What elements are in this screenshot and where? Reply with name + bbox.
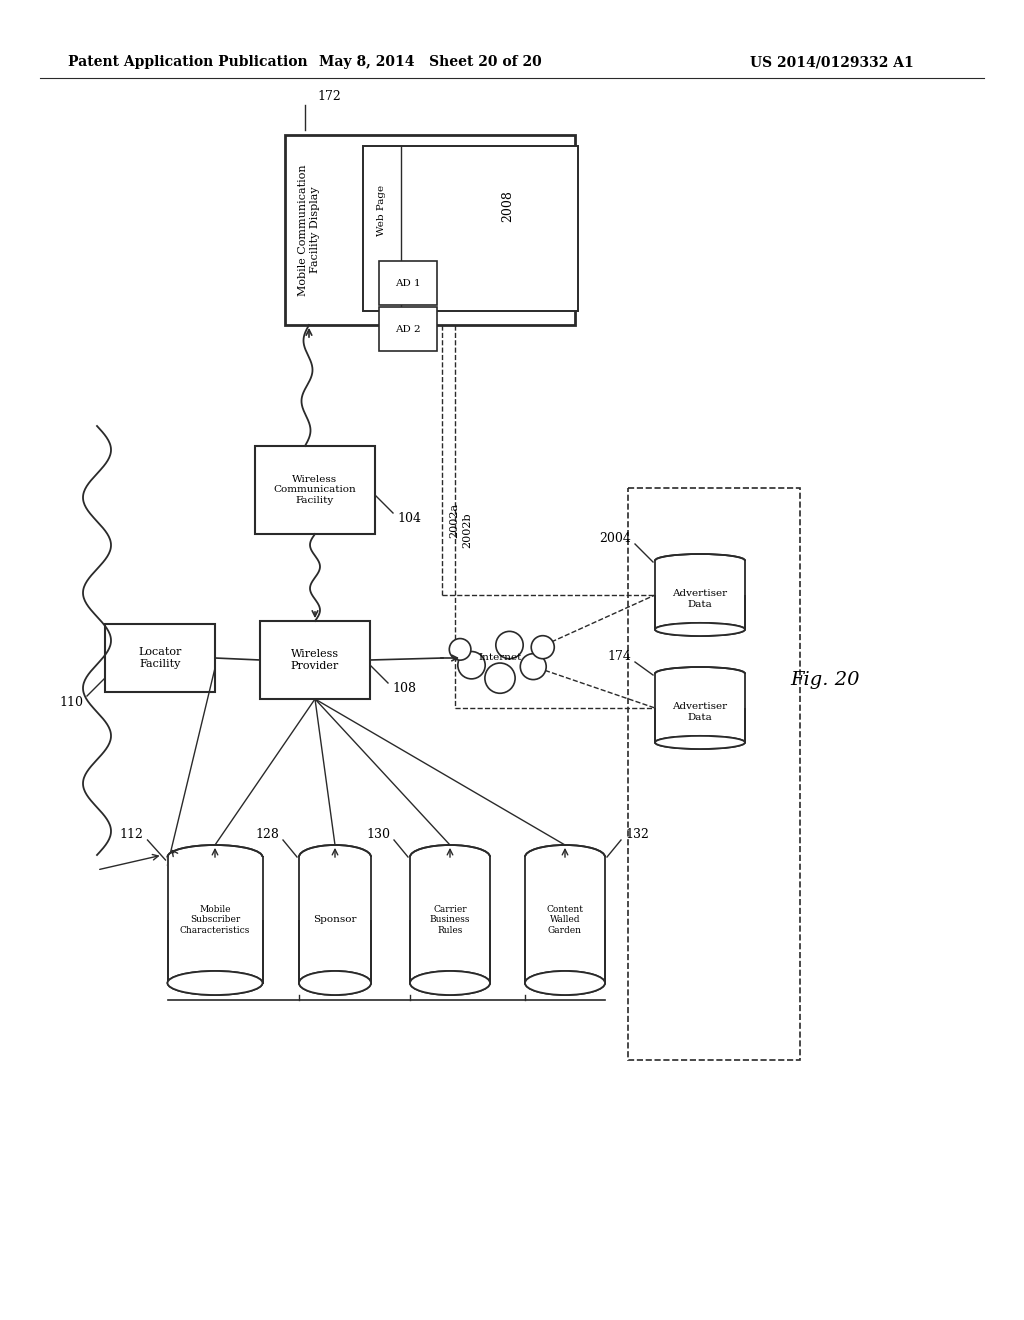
Text: 128: 128 (255, 829, 279, 842)
Ellipse shape (168, 972, 262, 995)
Text: 174: 174 (607, 651, 631, 664)
Ellipse shape (525, 845, 605, 869)
Bar (655, 561, 745, 630)
Bar (655, 673, 745, 742)
Bar (628, 488, 800, 1060)
Text: Carrier
Business
Rules: Carrier Business Rules (430, 906, 470, 935)
Bar (168, 857, 262, 983)
Circle shape (450, 639, 471, 660)
Ellipse shape (655, 667, 745, 680)
Ellipse shape (525, 972, 605, 995)
Text: 132: 132 (625, 829, 649, 842)
Text: Advertiser
Data: Advertiser Data (673, 702, 728, 722)
Text: 172: 172 (317, 91, 341, 103)
Bar (410, 857, 490, 983)
Bar (299, 857, 371, 983)
Text: 112: 112 (120, 829, 143, 842)
Circle shape (520, 653, 546, 680)
Text: Content
Walled
Garden: Content Walled Garden (547, 906, 584, 935)
Text: AD 1: AD 1 (395, 279, 421, 288)
Ellipse shape (410, 972, 490, 995)
Text: Advertiser
Data: Advertiser Data (673, 589, 728, 609)
Text: 108: 108 (392, 681, 416, 694)
Bar (285, 135, 575, 325)
Ellipse shape (299, 845, 371, 869)
Text: Wireless
Provider: Wireless Provider (291, 649, 339, 671)
Circle shape (496, 631, 523, 659)
Bar (379, 308, 437, 351)
Text: Web Page: Web Page (377, 185, 386, 235)
Bar (362, 145, 578, 310)
Ellipse shape (655, 623, 745, 636)
Ellipse shape (525, 972, 605, 995)
Text: AD 2: AD 2 (395, 325, 421, 334)
Text: Locator
Facility: Locator Facility (138, 647, 181, 669)
Ellipse shape (299, 972, 371, 995)
Text: Sponsor: Sponsor (313, 916, 356, 924)
Ellipse shape (655, 735, 745, 748)
Circle shape (485, 663, 515, 693)
Text: Mobile Communication
Facility Display: Mobile Communication Facility Display (298, 164, 319, 296)
Text: 110: 110 (59, 696, 83, 709)
Text: Patent Application Publication: Patent Application Publication (68, 55, 307, 69)
Bar (255, 446, 375, 535)
Bar (167, 857, 263, 920)
Text: 2004: 2004 (599, 532, 631, 544)
Bar (409, 857, 490, 920)
Text: US 2014/0129332 A1: US 2014/0129332 A1 (750, 55, 913, 69)
Text: 2008: 2008 (502, 190, 514, 222)
Bar (105, 624, 215, 692)
Ellipse shape (655, 554, 745, 568)
Text: Mobile
Subscriber
Characteristics: Mobile Subscriber Characteristics (180, 906, 250, 935)
Bar (260, 620, 370, 700)
Ellipse shape (655, 735, 745, 748)
Bar (298, 857, 372, 920)
Text: Wireless
Communication
Facility: Wireless Communication Facility (273, 475, 356, 504)
Text: 130: 130 (366, 829, 390, 842)
Ellipse shape (410, 845, 490, 869)
Bar (525, 857, 605, 983)
Circle shape (531, 636, 554, 659)
Text: Fig. 20: Fig. 20 (790, 671, 859, 689)
Text: Internet: Internet (478, 653, 521, 663)
Text: 2002a: 2002a (449, 503, 459, 537)
Text: 104: 104 (397, 511, 421, 524)
Ellipse shape (168, 972, 262, 995)
Bar (379, 261, 437, 305)
Bar (654, 673, 746, 708)
Bar (524, 857, 606, 920)
Circle shape (458, 652, 485, 678)
Ellipse shape (410, 972, 490, 995)
Ellipse shape (655, 623, 745, 636)
Ellipse shape (168, 845, 262, 869)
Ellipse shape (299, 972, 371, 995)
Text: 2002b: 2002b (462, 512, 472, 548)
Bar (654, 561, 746, 595)
Text: May 8, 2014   Sheet 20 of 20: May 8, 2014 Sheet 20 of 20 (318, 55, 542, 69)
